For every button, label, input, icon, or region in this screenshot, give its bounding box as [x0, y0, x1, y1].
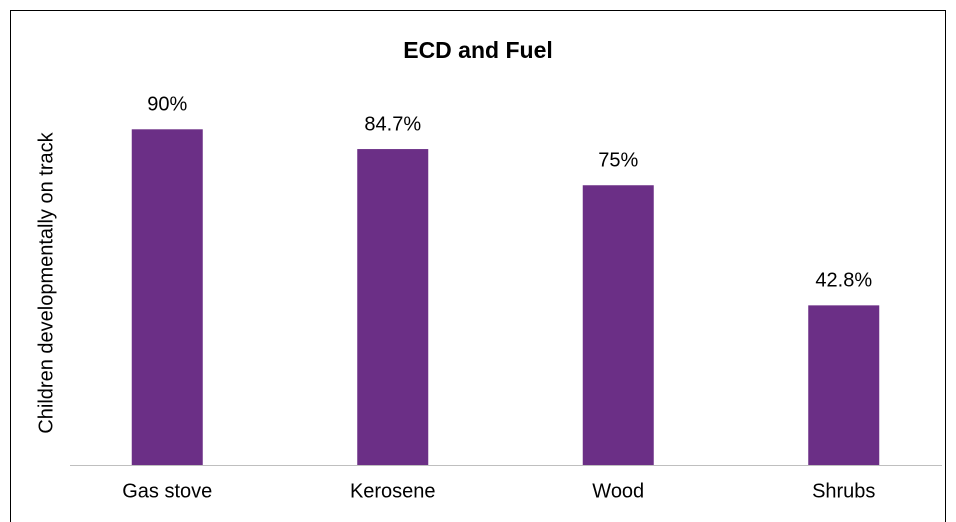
- bar: [357, 149, 429, 465]
- chart-title: ECD and Fuel: [403, 37, 553, 63]
- bar: [582, 185, 654, 465]
- bar: [131, 129, 203, 466]
- value-label: 42.8%: [815, 270, 872, 292]
- x-tick-label: Wood: [592, 480, 644, 502]
- value-label: 90%: [147, 94, 187, 116]
- x-tick-label: Kerosene: [350, 480, 436, 502]
- x-tick-label: Shrubs: [812, 480, 875, 502]
- value-label: 84.7%: [364, 113, 421, 135]
- value-label: 75%: [598, 150, 638, 172]
- bar: [808, 305, 880, 465]
- x-tick-label: Gas stove: [122, 480, 212, 502]
- y-axis-label: Children developmentally on track: [35, 131, 57, 433]
